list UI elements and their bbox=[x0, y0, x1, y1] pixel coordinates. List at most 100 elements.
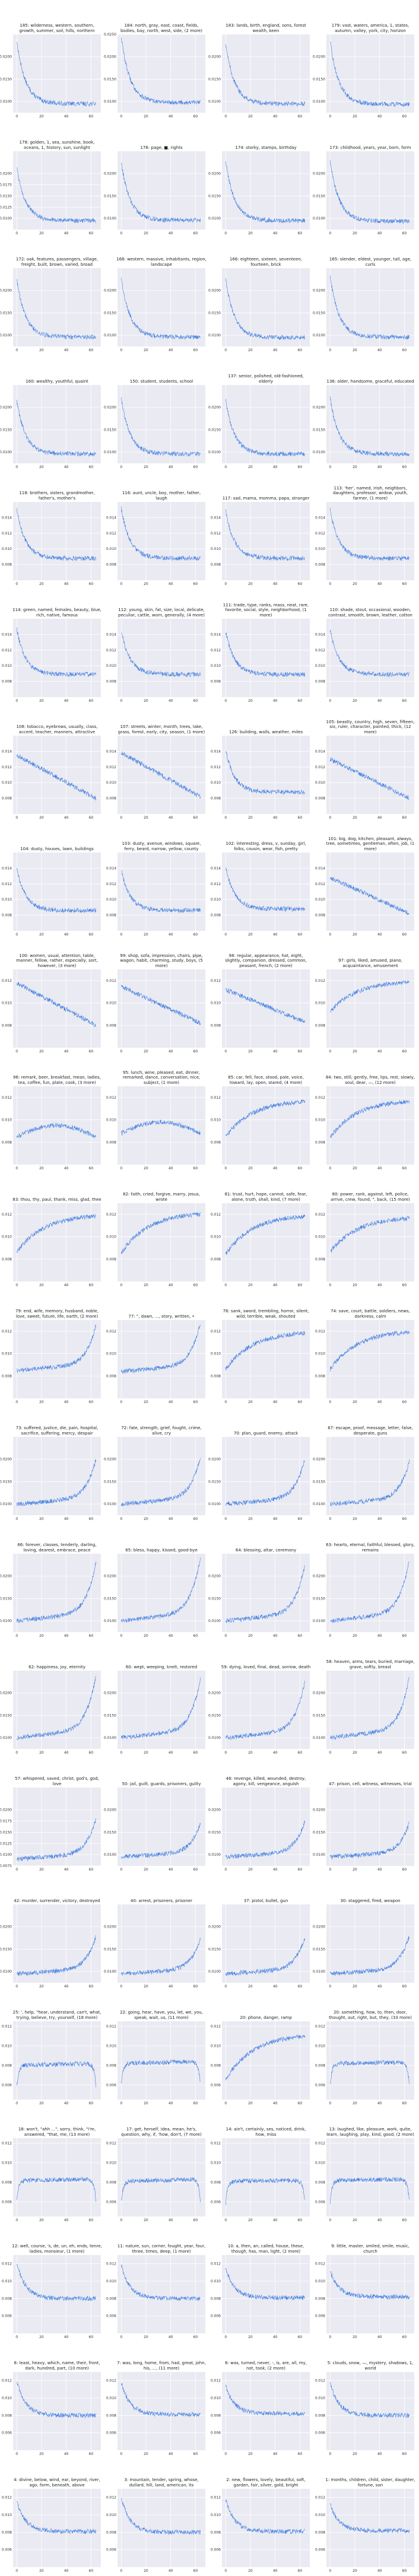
y-tick-label: 0.0200 bbox=[208, 1575, 221, 1579]
y-tick-label: 0.006 bbox=[211, 2314, 221, 2319]
y-tick-label: 0.010 bbox=[2, 664, 12, 668]
series-line bbox=[121, 37, 201, 105]
x-tick-label: 20 bbox=[353, 348, 357, 352]
series-line bbox=[17, 1935, 96, 1976]
x-tick-label: 60 bbox=[193, 2101, 198, 2106]
chart-title: 60: wept, weeping, knelt, restored bbox=[125, 1664, 198, 1669]
x-tick-label: 20 bbox=[144, 1985, 148, 1989]
y-tick-label: 0.0150 bbox=[0, 1713, 12, 1718]
chart-panel: 104: dusty, houses, lawn, buildings 0.008… bbox=[0, 823, 104, 940]
line-chart: 0.008 0.010 0.012 0.014 0 20 40 60 bbox=[315, 853, 414, 937]
plot-area bbox=[13, 2021, 101, 2100]
plot-area bbox=[326, 1203, 414, 1281]
x-tick-label: 0 bbox=[15, 465, 18, 469]
x-tick-label: 0 bbox=[224, 1634, 227, 1638]
y-tick-label: 0.0150 bbox=[0, 1947, 12, 1951]
line-chart: 0.008 0.010 0.012 0 20 40 60 bbox=[2, 969, 101, 1054]
x-tick-label: 0 bbox=[224, 1283, 227, 1287]
y-tick-label: 0.0200 bbox=[313, 1458, 325, 1462]
plot-area bbox=[326, 34, 414, 113]
chart-panel: 66: forever, classes, tenderly, darling,… bbox=[0, 1524, 104, 1641]
y-tick-label: 0.008 bbox=[211, 1140, 221, 1144]
y-tick-label: 0.006 bbox=[315, 2431, 325, 2435]
x-tick-label: 40 bbox=[169, 348, 173, 352]
y-tick-label: 0.0100 bbox=[313, 450, 325, 454]
y-tick-label: 0.006 bbox=[2, 2200, 12, 2204]
chart-title: 165: slender, eldest, younger, tall, age… bbox=[329, 257, 412, 267]
chart-panel: 70: plan, guard, enemy, attack 0.0100 0.01… bbox=[208, 1407, 313, 1524]
y-tick-label: 0.010 bbox=[106, 2161, 116, 2165]
plot-area bbox=[118, 2372, 205, 2450]
x-tick-label: 20 bbox=[248, 2218, 253, 2222]
series-line bbox=[17, 627, 96, 678]
plot-area bbox=[222, 2489, 310, 2567]
y-tick-label: 0.010 bbox=[2, 2396, 12, 2400]
y-tick-label: 0.0200 bbox=[0, 1925, 12, 1929]
x-tick-label: 20 bbox=[248, 582, 253, 586]
series-line bbox=[330, 160, 410, 224]
x-tick-label: 60 bbox=[193, 1868, 198, 1872]
x-tick-label: 20 bbox=[248, 1868, 253, 1872]
x-tick-label: 40 bbox=[377, 1751, 382, 1755]
x-tick-label: 60 bbox=[402, 1166, 407, 1171]
plot-area bbox=[118, 2255, 205, 2333]
line-chart: 0.0100 0.0150 0.0200 0 20 40 60 bbox=[313, 1788, 414, 1872]
chart-title: 96: remark, beer, breakfast, mean, ladie… bbox=[13, 1075, 101, 1085]
chart-panel: 13: laughed, like, pleasure, work, quite… bbox=[313, 2108, 418, 2225]
line-chart: 0.0100 0.0150 0.0200 0 20 40 60 bbox=[313, 268, 414, 352]
y-tick-label: 0.0100 bbox=[313, 333, 325, 338]
x-tick-label: 0 bbox=[120, 231, 122, 236]
line-chart: 0.0100 0.0150 0.0200 0 20 40 60 bbox=[0, 1904, 101, 1989]
plot-area bbox=[13, 853, 101, 931]
y-tick-label: 0.010 bbox=[106, 547, 116, 551]
y-tick-label: 0.010 bbox=[315, 664, 325, 668]
plot-area bbox=[326, 385, 414, 463]
plot-area bbox=[13, 736, 101, 814]
chart-title: 22: going, hear, have, you, let, we, you… bbox=[120, 2010, 203, 2020]
chart-panel: 116: aunt, uncle, boy, mother, father, l… bbox=[104, 472, 209, 589]
x-tick-label: 40 bbox=[169, 1400, 173, 1404]
y-tick-label: 0.0150 bbox=[313, 1830, 325, 1834]
y-tick-label: 0.012 bbox=[106, 979, 116, 983]
y-tick-label: 0.008 bbox=[315, 1023, 325, 1028]
plot-area bbox=[118, 2489, 205, 2567]
plot-area bbox=[118, 1437, 205, 1515]
x-tick-label: 40 bbox=[169, 2569, 173, 2573]
y-tick-label: 0.012 bbox=[315, 2496, 325, 2500]
x-tick-label: 60 bbox=[402, 2101, 407, 2106]
chart-panel: 172: oak, features, passengers, village,… bbox=[0, 238, 104, 355]
x-tick-label: 20 bbox=[39, 1050, 44, 1054]
x-tick-label: 20 bbox=[144, 1166, 148, 1171]
x-tick-label: 40 bbox=[169, 582, 173, 586]
series-line bbox=[226, 750, 305, 795]
series-line bbox=[226, 867, 305, 912]
y-tick-label: 0.010 bbox=[106, 2396, 116, 2400]
y-tick-label: 0.0200 bbox=[0, 55, 12, 59]
y-tick-label: 0.008 bbox=[106, 1374, 116, 1378]
x-tick-label: 40 bbox=[64, 465, 69, 469]
x-tick-label: 40 bbox=[377, 2335, 382, 2339]
x-tick-label: 0 bbox=[120, 1634, 122, 1638]
chart-title: 160: wealthy, youthful, quaint bbox=[26, 379, 88, 384]
x-tick-label: 20 bbox=[248, 1400, 253, 1404]
line-chart: 0.0100 0.0150 0.0200 0 20 40 60 bbox=[208, 151, 310, 236]
x-tick-label: 20 bbox=[353, 1634, 357, 1638]
plot-area bbox=[118, 385, 205, 463]
plot-area bbox=[13, 619, 101, 697]
y-tick-label: 0.0075 bbox=[0, 1864, 12, 1868]
x-tick-label: 20 bbox=[144, 115, 148, 119]
chart-panel: 98: regular, appearance, hat, eight, sli… bbox=[209, 940, 313, 1057]
y-tick-label: 0.010 bbox=[2, 2161, 12, 2165]
x-tick-label: 60 bbox=[298, 231, 303, 236]
x-tick-label: 40 bbox=[64, 582, 69, 586]
chart-title: 136: older, handsome, graceful, educated bbox=[326, 379, 414, 384]
x-tick-label: 0 bbox=[120, 816, 122, 820]
x-tick-label: 0 bbox=[329, 2452, 331, 2456]
x-tick-label: 0 bbox=[329, 2335, 331, 2339]
x-tick-label: 60 bbox=[298, 1283, 303, 1287]
y-tick-label: 0.012 bbox=[211, 2262, 221, 2266]
y-tick-label: 0.010 bbox=[106, 2044, 116, 2048]
chart-panel: 179: vast, waters, america, 1, states, a… bbox=[313, 5, 418, 122]
chart-panel: 20: something, how, to, then, door, thou… bbox=[313, 1992, 418, 2108]
y-tick-label: 0.014 bbox=[2, 516, 12, 520]
